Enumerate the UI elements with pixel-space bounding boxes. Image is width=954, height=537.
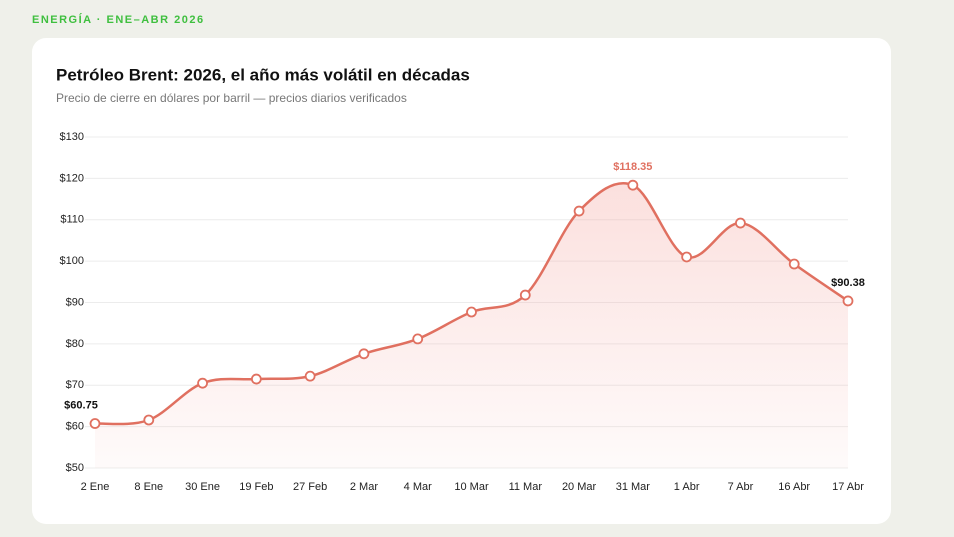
point <box>250 373 262 385</box>
point <box>358 348 370 360</box>
value-label: $118.35 <box>613 161 652 173</box>
point <box>466 306 477 318</box>
y-tick-label: $80 <box>66 338 84 350</box>
point <box>197 377 208 389</box>
kicker: ENERGÍA · ENE–ABR 2026 <box>32 14 205 26</box>
point <box>143 414 155 426</box>
y-tick-label: $70 <box>66 379 84 391</box>
area <box>95 183 848 468</box>
x-tick-label: 11 Mar <box>509 481 543 493</box>
x-tick-label: 8 Ene <box>134 481 163 493</box>
y-tick-label: $110 <box>60 214 84 226</box>
point <box>412 333 424 345</box>
point <box>304 370 316 382</box>
y-tick-label: $130 <box>60 131 84 143</box>
y-tick-label: $120 <box>60 172 84 184</box>
x-tick-label: 19 Feb <box>239 481 273 493</box>
point <box>842 295 854 307</box>
value-label: $90.38 <box>831 277 865 289</box>
x-tick-label: 31 Mar <box>616 481 651 493</box>
x-tick-label: 27 Feb <box>293 481 327 493</box>
point <box>681 251 693 263</box>
x-tick-label: 4 Mar <box>404 481 432 493</box>
y-tick-label: $90 <box>66 296 84 308</box>
value-label: $60.75 <box>64 399 98 411</box>
x-tick-label: 30 Ene <box>185 481 220 493</box>
x-tick-label: 17 Abr <box>832 481 864 493</box>
point <box>519 289 531 301</box>
y-tick-label: $60 <box>66 421 84 433</box>
x-tick-label: 1 Abr <box>674 481 700 493</box>
x-tick-label: 7 Abr <box>728 481 754 493</box>
x-tick-label: 2 Mar <box>350 481 378 493</box>
point <box>89 418 101 429</box>
x-tick-label: 16 Abr <box>778 481 810 493</box>
y-tick-label: $50 <box>66 462 84 474</box>
point <box>788 258 800 270</box>
x-tick-label: 10 Mar <box>454 481 489 493</box>
point <box>735 217 746 229</box>
chart-title: Petróleo Brent: 2026, el año más volátil… <box>56 65 470 84</box>
line <box>94 182 849 426</box>
chart-subtitle: Precio de cierre en dólares por barril —… <box>56 91 407 105</box>
x-tick-label: 20 Mar <box>562 481 597 493</box>
x-tick-label: 2 Ene <box>81 481 110 493</box>
point <box>627 179 639 191</box>
point <box>573 205 585 217</box>
y-tick-label: $100 <box>60 255 84 267</box>
